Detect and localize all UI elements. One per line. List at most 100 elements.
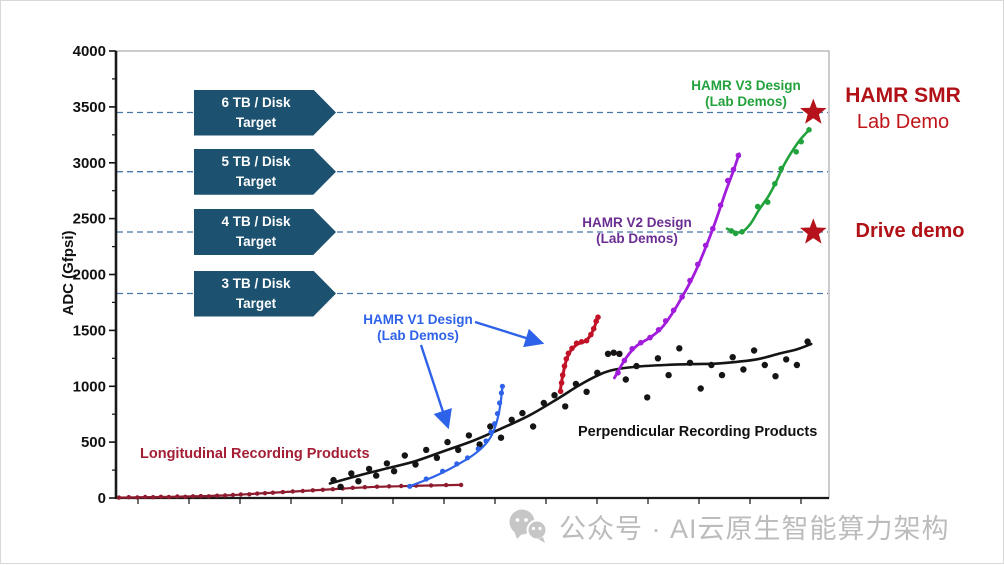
- drive-demo-note: Drive demo: [855, 220, 965, 242]
- y-axis-title: ADC (Gfpsi): [60, 230, 77, 316]
- data-point: [464, 455, 471, 461]
- target-label-line1: 5 TB / Disk: [221, 153, 291, 169]
- data-point: [488, 429, 494, 435]
- hamr-v1-annotation: HAMR V1 Design (Lab Demos): [338, 312, 498, 344]
- data-point: [583, 337, 590, 344]
- data-point: [735, 152, 742, 159]
- data-point: [135, 495, 140, 500]
- data-point: [476, 441, 483, 448]
- data-point: [455, 446, 462, 454]
- data-point: [386, 484, 392, 489]
- data-point: [558, 380, 565, 386]
- data-point: [433, 454, 441, 461]
- data-point: [454, 461, 460, 467]
- data-point: [761, 361, 768, 369]
- y-tick-label-1000: 1000: [73, 378, 106, 395]
- data-point: [686, 359, 694, 366]
- data-point: [270, 490, 276, 495]
- data-point: [290, 489, 295, 494]
- data-point: [126, 495, 131, 500]
- data-point: [215, 493, 220, 498]
- data-point: [423, 476, 429, 482]
- data-point: [629, 346, 635, 352]
- data-point: [710, 225, 716, 232]
- data-point: [604, 350, 612, 357]
- data-point: [465, 432, 473, 439]
- data-point: [562, 403, 569, 410]
- target-label-line2: Target: [235, 234, 277, 249]
- series-hamr-v2-design-lab-demos: [613, 152, 742, 380]
- data-point: [728, 228, 735, 234]
- data-point: [730, 166, 737, 173]
- data-point: [475, 446, 481, 452]
- arrow-to-blue-segment: [419, 344, 452, 430]
- y-tick-label-4000: 4000: [73, 43, 106, 60]
- data-point: [638, 339, 644, 346]
- data-point: [559, 372, 566, 378]
- data-point: [764, 199, 771, 205]
- data-point: [150, 495, 156, 500]
- data-point: [633, 362, 640, 370]
- data-point: [497, 400, 503, 406]
- series-hamr-v1-design-lab-demos-blue-segment: [407, 383, 505, 489]
- data-point: [583, 388, 590, 395]
- data-point: [401, 452, 408, 459]
- data-point: [647, 334, 653, 341]
- data-point: [440, 468, 446, 474]
- data-point: [732, 230, 739, 237]
- data-point: [238, 492, 243, 497]
- data-point: [443, 482, 449, 488]
- data-point: [487, 423, 494, 430]
- y-tick-label-0: 0: [98, 490, 106, 507]
- data-point: [665, 371, 672, 379]
- data-point: [616, 350, 623, 357]
- data-point: [222, 493, 228, 498]
- data-point: [772, 181, 778, 187]
- data-point: [310, 488, 315, 493]
- data-point: [725, 177, 731, 184]
- data-point: [697, 385, 704, 392]
- data-point: [565, 350, 572, 357]
- fit-line: [613, 152, 741, 380]
- data-point: [793, 361, 801, 369]
- data-point: [508, 416, 515, 423]
- data-point: [330, 476, 337, 484]
- data-point: [444, 438, 451, 446]
- data-point: [540, 399, 547, 407]
- hamr-v2-line2: (Lab Demos): [596, 231, 678, 246]
- data-point: [595, 314, 601, 321]
- data-point: [679, 294, 685, 300]
- data-point: [158, 494, 164, 499]
- data-point: [561, 363, 568, 369]
- hamr-v2-annotation: HAMR V2 Design (Lab Demos): [557, 215, 717, 247]
- hamr-v2-line1: HAMR V2 Design: [582, 215, 692, 230]
- data-point: [330, 487, 335, 492]
- data-point: [407, 483, 413, 489]
- data-point: [804, 338, 811, 345]
- y-tick-label-3500: 3500: [73, 99, 106, 116]
- hamr-v3-line1: HAMR V3 Design: [691, 78, 801, 93]
- data-point: [166, 494, 171, 500]
- data-point: [350, 485, 355, 490]
- data-point: [175, 494, 180, 499]
- data-point: [615, 370, 621, 376]
- data-point: [116, 495, 122, 500]
- fit-line: [725, 127, 811, 234]
- data-point: [483, 438, 489, 444]
- data-point: [578, 339, 585, 345]
- target-label-line2: Target: [235, 114, 277, 130]
- data-point: [198, 493, 203, 499]
- data-point: [740, 366, 747, 373]
- hamr-v1-line2: (Lab Demos): [377, 328, 459, 343]
- hamr-smr-title: HAMR SMR: [845, 84, 961, 107]
- data-point: [337, 483, 344, 490]
- target-label-line1: 6 TB / Disk: [221, 94, 291, 110]
- data-point: [428, 483, 434, 488]
- data-point: [569, 345, 575, 352]
- data-point: [183, 494, 188, 499]
- target-callout-4-tb-disk: 4 TB / Disk Target: [194, 209, 336, 255]
- data-point: [190, 494, 196, 499]
- data-point: [662, 318, 669, 324]
- data-point: [529, 423, 537, 430]
